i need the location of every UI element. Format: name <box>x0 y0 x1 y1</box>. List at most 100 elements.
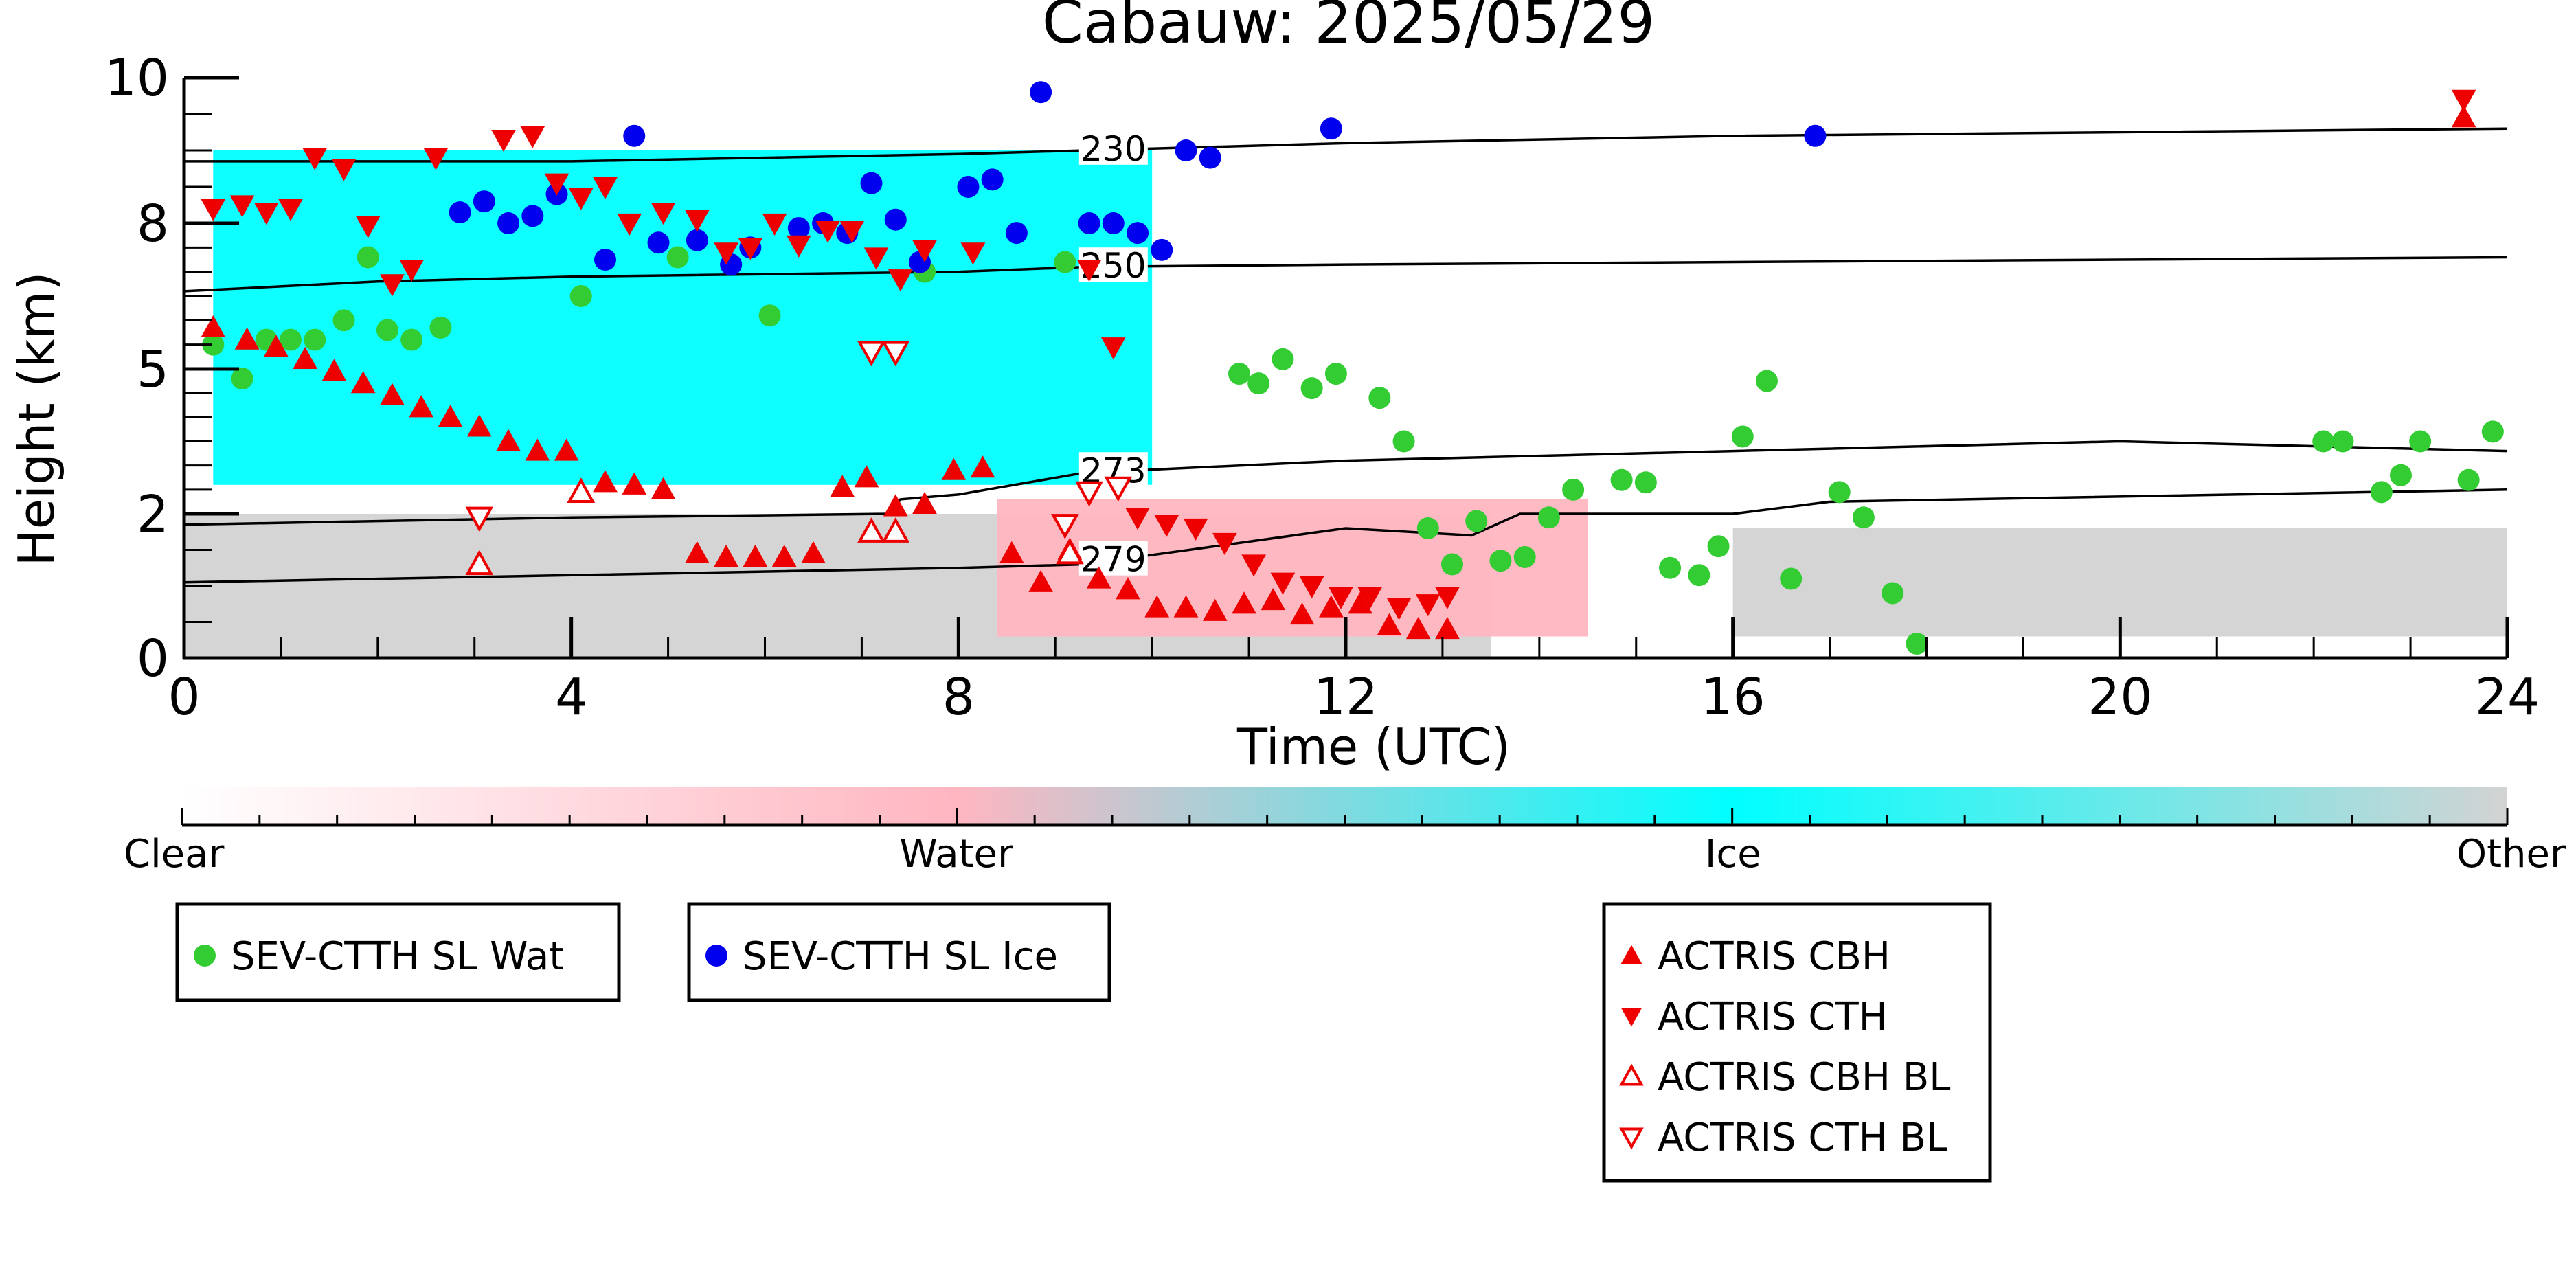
point-actris-cbh <box>771 544 797 567</box>
point-actris-cth <box>685 210 710 232</box>
point-actris-cth <box>331 159 357 181</box>
point-sev-ctth-sl-ice <box>1199 146 1221 169</box>
x-tick-label: 0 <box>168 668 200 727</box>
x-axis-label: Time (UTC) <box>1236 718 1511 776</box>
point-actris-cbh-bl <box>567 477 596 503</box>
point-sev-ctth-sl-wat <box>2312 430 2335 453</box>
point-sev-ctth-sl-wat <box>666 246 689 269</box>
x-tick-label: 24 <box>2475 668 2540 727</box>
isotherm-label-bg <box>1078 130 1148 165</box>
isotherm-230 <box>184 127 2508 163</box>
point-sev-ctth-sl-wat <box>758 304 781 327</box>
y-tick-label: 8 <box>137 194 169 253</box>
point-actris-cbh <box>1377 613 1402 635</box>
point-actris-cbh <box>1289 602 1315 625</box>
point-sev-ctth-sl-wat <box>1416 517 1439 539</box>
point-sev-ctth-sl-wat <box>1707 535 1730 558</box>
point-actris-cbh <box>2451 105 2476 128</box>
point-actris-cth <box>1212 532 1237 556</box>
point-sev-ctth-sl-wat <box>1780 567 1803 590</box>
legend-actris-entry: ACTRIS CBH <box>1658 934 1890 979</box>
point-sev-ctth-sl-wat <box>2409 430 2432 453</box>
point-actris-cbh <box>438 405 463 427</box>
point-sev-ctth-sl-ice <box>884 208 907 231</box>
point-actris-cth <box>302 148 328 170</box>
point-actris-cbh-bl <box>465 550 494 576</box>
point-sev-ctth-sl-ice <box>787 217 810 240</box>
point-sev-ctth-sl-ice <box>1030 81 1052 104</box>
point-actris-cth <box>1357 587 1383 609</box>
point-sev-ctth-sl-wat <box>2331 430 2354 453</box>
legend-actris-frame <box>1602 902 1992 1183</box>
point-actris-cth <box>2451 89 2476 112</box>
point-sev-ctth-sl-ice <box>686 229 708 251</box>
point-sev-ctth-sl-wat <box>1441 553 1464 576</box>
point-sev-ctth-sl-wat <box>1562 478 1585 501</box>
point-sev-ctth-sl-wat <box>1688 564 1710 587</box>
point-sev-ctth-sl-wat <box>1054 251 1076 273</box>
point-sev-ctth-sl-wat <box>357 246 379 269</box>
point-actris-cth <box>1415 594 1440 617</box>
point-actris-cth <box>714 242 738 265</box>
axes: 0 2 5 8 10 0 4 8 12 16 20 24 <box>104 49 2540 727</box>
point-actris-cth <box>1100 337 1126 360</box>
legend-wat: SEV-CTTH SL Wat <box>175 902 621 1002</box>
point-sev-ctth-sl-wat <box>1610 468 1633 491</box>
chart-title: Cabauw: 2025/05/29 <box>1042 0 1655 57</box>
point-actris-cth <box>1154 515 1179 537</box>
point-actris-cth <box>568 188 594 210</box>
point-sev-ctth-sl-wat <box>1537 506 1560 529</box>
point-actris-cbh <box>999 541 1024 563</box>
point-actris-cbh <box>380 383 405 405</box>
point-sev-ctth-sl-ice <box>981 168 1004 191</box>
legend-wat-frame <box>175 902 621 1002</box>
point-actris-cth <box>399 260 425 282</box>
point-sev-ctth-sl-ice <box>521 205 544 227</box>
point-sev-ctth-sl-wat <box>1755 370 1778 392</box>
point-actris-cth-bl <box>881 341 910 367</box>
point-actris-cth-bl <box>465 506 494 532</box>
point-sev-ctth-sl-ice <box>449 201 471 224</box>
legend-ice-marker <box>705 945 727 967</box>
legend-wat-marker <box>194 945 216 967</box>
point-sev-ctth-sl-ice <box>1804 124 1827 147</box>
point-sev-ctth-sl-wat <box>1247 372 1270 395</box>
point-actris-cbh <box>1319 595 1344 618</box>
point-sev-ctth-sl-wat <box>1906 633 1928 655</box>
point-actris-cth-bl <box>1050 514 1079 539</box>
legend-actris: ACTRIS CBH ACTRIS CTH ACTRIS CBH BL ACTRIS … <box>1602 902 1992 1183</box>
point-actris-cth <box>912 240 937 262</box>
point-actris-cbh <box>496 429 521 451</box>
x-tick-label: 16 <box>1701 668 1765 727</box>
x-tick-label: 4 <box>555 668 587 727</box>
legend-ice: SEV-CTTH SL Ice <box>687 902 1111 1002</box>
isotherm-label-230: 230 <box>1081 129 1146 169</box>
point-actris-cbh <box>941 457 967 480</box>
point-actris-cth <box>491 130 516 152</box>
colorbar-label-clear: Clear <box>124 832 225 877</box>
point-sev-ctth-sl-ice <box>1151 238 1173 261</box>
point-actris-cbh <box>321 359 347 381</box>
point-actris-cbh <box>201 315 226 338</box>
point-actris-cbh <box>409 395 434 418</box>
y-axis-label: Height (km) <box>8 272 65 567</box>
isotherm-273 <box>183 440 2508 526</box>
point-actris-cbh <box>1116 577 1140 600</box>
point-actris-cbh <box>350 371 376 394</box>
point-actris-cth <box>593 177 618 200</box>
colorbar: Clear Water Ice Other <box>124 787 2566 877</box>
point-actris-cth-bl <box>1104 476 1133 502</box>
point-actris-cth-bl <box>1075 481 1103 507</box>
point-sev-ctth-sl-wat <box>376 319 398 341</box>
point-sev-ctth-sl-wat <box>1228 363 1250 385</box>
point-sev-ctth-sl-wat <box>2481 420 2504 443</box>
point-actris-cbh <box>234 327 260 350</box>
point-sev-ctth-sl-ice <box>594 249 616 271</box>
point-sev-ctth-sl-wat <box>1852 506 1875 529</box>
point-actris-cbh <box>912 491 937 515</box>
legend-actris-entry: ACTRIS CTH BL <box>1658 1116 1947 1160</box>
point-sev-ctth-sl-ice <box>957 176 980 198</box>
point-sev-ctth-sl-ice <box>1078 212 1100 234</box>
point-actris-cbh-bl <box>857 517 885 543</box>
point-sev-ctth-sl-wat <box>1272 348 1294 370</box>
